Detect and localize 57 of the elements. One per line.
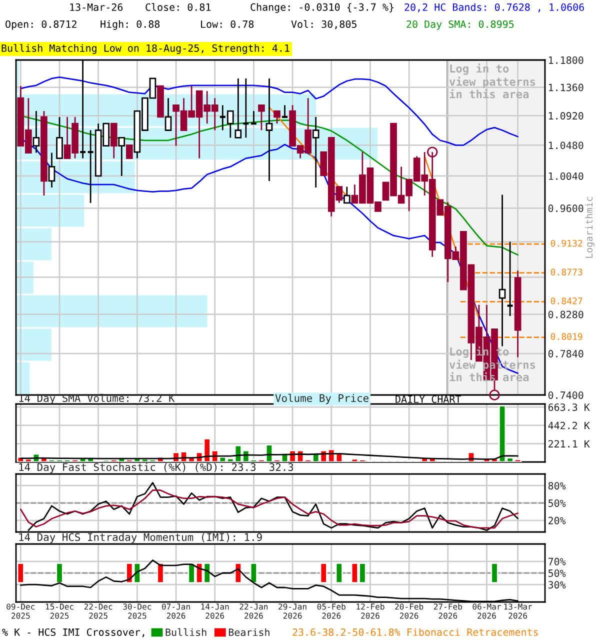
y-tick-label: 1.0040 (548, 172, 584, 180)
y-tick-label: 1.0480 (548, 142, 584, 150)
x-tick-label: 15-Dec 2025 (46, 604, 74, 619)
y-tick-label: 0.7400 (548, 391, 584, 399)
chart-title: 14 Day Fast Stochastic (%K) (%D): 23.3 32.3 (19, 462, 294, 474)
y-tick-label: 0.9600 (548, 204, 584, 212)
x-tick-label: 22-Jan 2026 (240, 604, 268, 619)
y-tick-label: 1.1800 (548, 56, 584, 64)
y-tick-label: 50% (548, 569, 566, 577)
text: Close: 0.81 (146, 3, 211, 11)
annotation: Log in to view patterns in this area (449, 64, 536, 98)
text: Volume By Price (275, 394, 368, 404)
text: Bullish Matching Low on 18-Aug-25, Strength: 4.1 (2, 44, 290, 54)
text: Low: 0.78 (201, 20, 254, 28)
y-axis-title: Logarithmic (585, 197, 594, 258)
y-tick-label: 70% (548, 558, 566, 566)
y-tick-label: 20% (548, 516, 566, 524)
text: % K - HCS IMI Crossover, (2, 628, 144, 638)
text: High: 0.88 (100, 20, 160, 30)
ref-line-label: 0.8019 (550, 333, 582, 340)
y-tick-label: 30% (548, 581, 566, 589)
text: DAILY CHART (396, 395, 461, 403)
x-tick-label: 27-Feb 2026 (434, 603, 462, 619)
y-tick-label: 0.8280 (548, 310, 584, 318)
ref-line-label: 0.8427 (550, 298, 582, 304)
y-tick-label: 1.1360 (548, 84, 584, 92)
x-tick-label: 06-Mar 2026 (472, 604, 501, 619)
chart-title: 14 Day SMA Volume: 73.2 K (19, 394, 175, 404)
text: 13-Mar-26 (70, 3, 123, 11)
x-tick-label: 30-Dec 2025 (123, 604, 152, 619)
y-tick-label: 442.2 K (548, 422, 590, 430)
x-tick-label: 20-Feb 2026 (395, 603, 424, 619)
text: Open: 0.8712 (6, 20, 76, 30)
legend-label: Bullish (166, 628, 206, 636)
x-tick-label: 12-Feb 2026 (356, 603, 384, 619)
x-tick-label: 29-Jan 2026 (278, 604, 306, 619)
y-tick-label: 221.1 K (548, 440, 590, 448)
x-tick-label: 07-Jan 2026 (162, 604, 190, 619)
x-tick-label: 05-Feb 2026 (317, 603, 346, 619)
ref-line-label: 0.8773 (550, 268, 582, 276)
x-tick-label: 22-Dec 2025 (84, 604, 112, 619)
x-tick-label: 14-Jan 2026 (201, 604, 229, 619)
ref-line-label: 0.9132 (550, 240, 582, 247)
y-tick-label: 80% (548, 482, 566, 490)
x-tick-label: 13-Mar 2026 (504, 604, 532, 619)
text: Change: -0.0310 {-3.7 %} (250, 3, 394, 13)
text: 23.6-38.2-50-61.8% Fibonacci Retracements (292, 628, 538, 636)
y-tick-label: 0.7840 (548, 350, 584, 358)
chart-title: 14 Day HCS Intraday Momentum (IMI): 1.9 (19, 532, 262, 544)
y-tick-label: 50% (548, 499, 566, 507)
text: 20 Day SMA: 0.8995 (406, 20, 514, 30)
x-tick-label: 09-Dec 2025 (6, 604, 35, 619)
legend-label: Bearish (228, 628, 270, 636)
text: Vol: 30,805 (291, 20, 356, 30)
y-tick-label: 1.0920 (548, 112, 584, 120)
y-tick-label: 663.3 K (548, 403, 590, 412)
text: 20,2 HC Bands: 0.7628 , 1.0606 (404, 3, 584, 12)
